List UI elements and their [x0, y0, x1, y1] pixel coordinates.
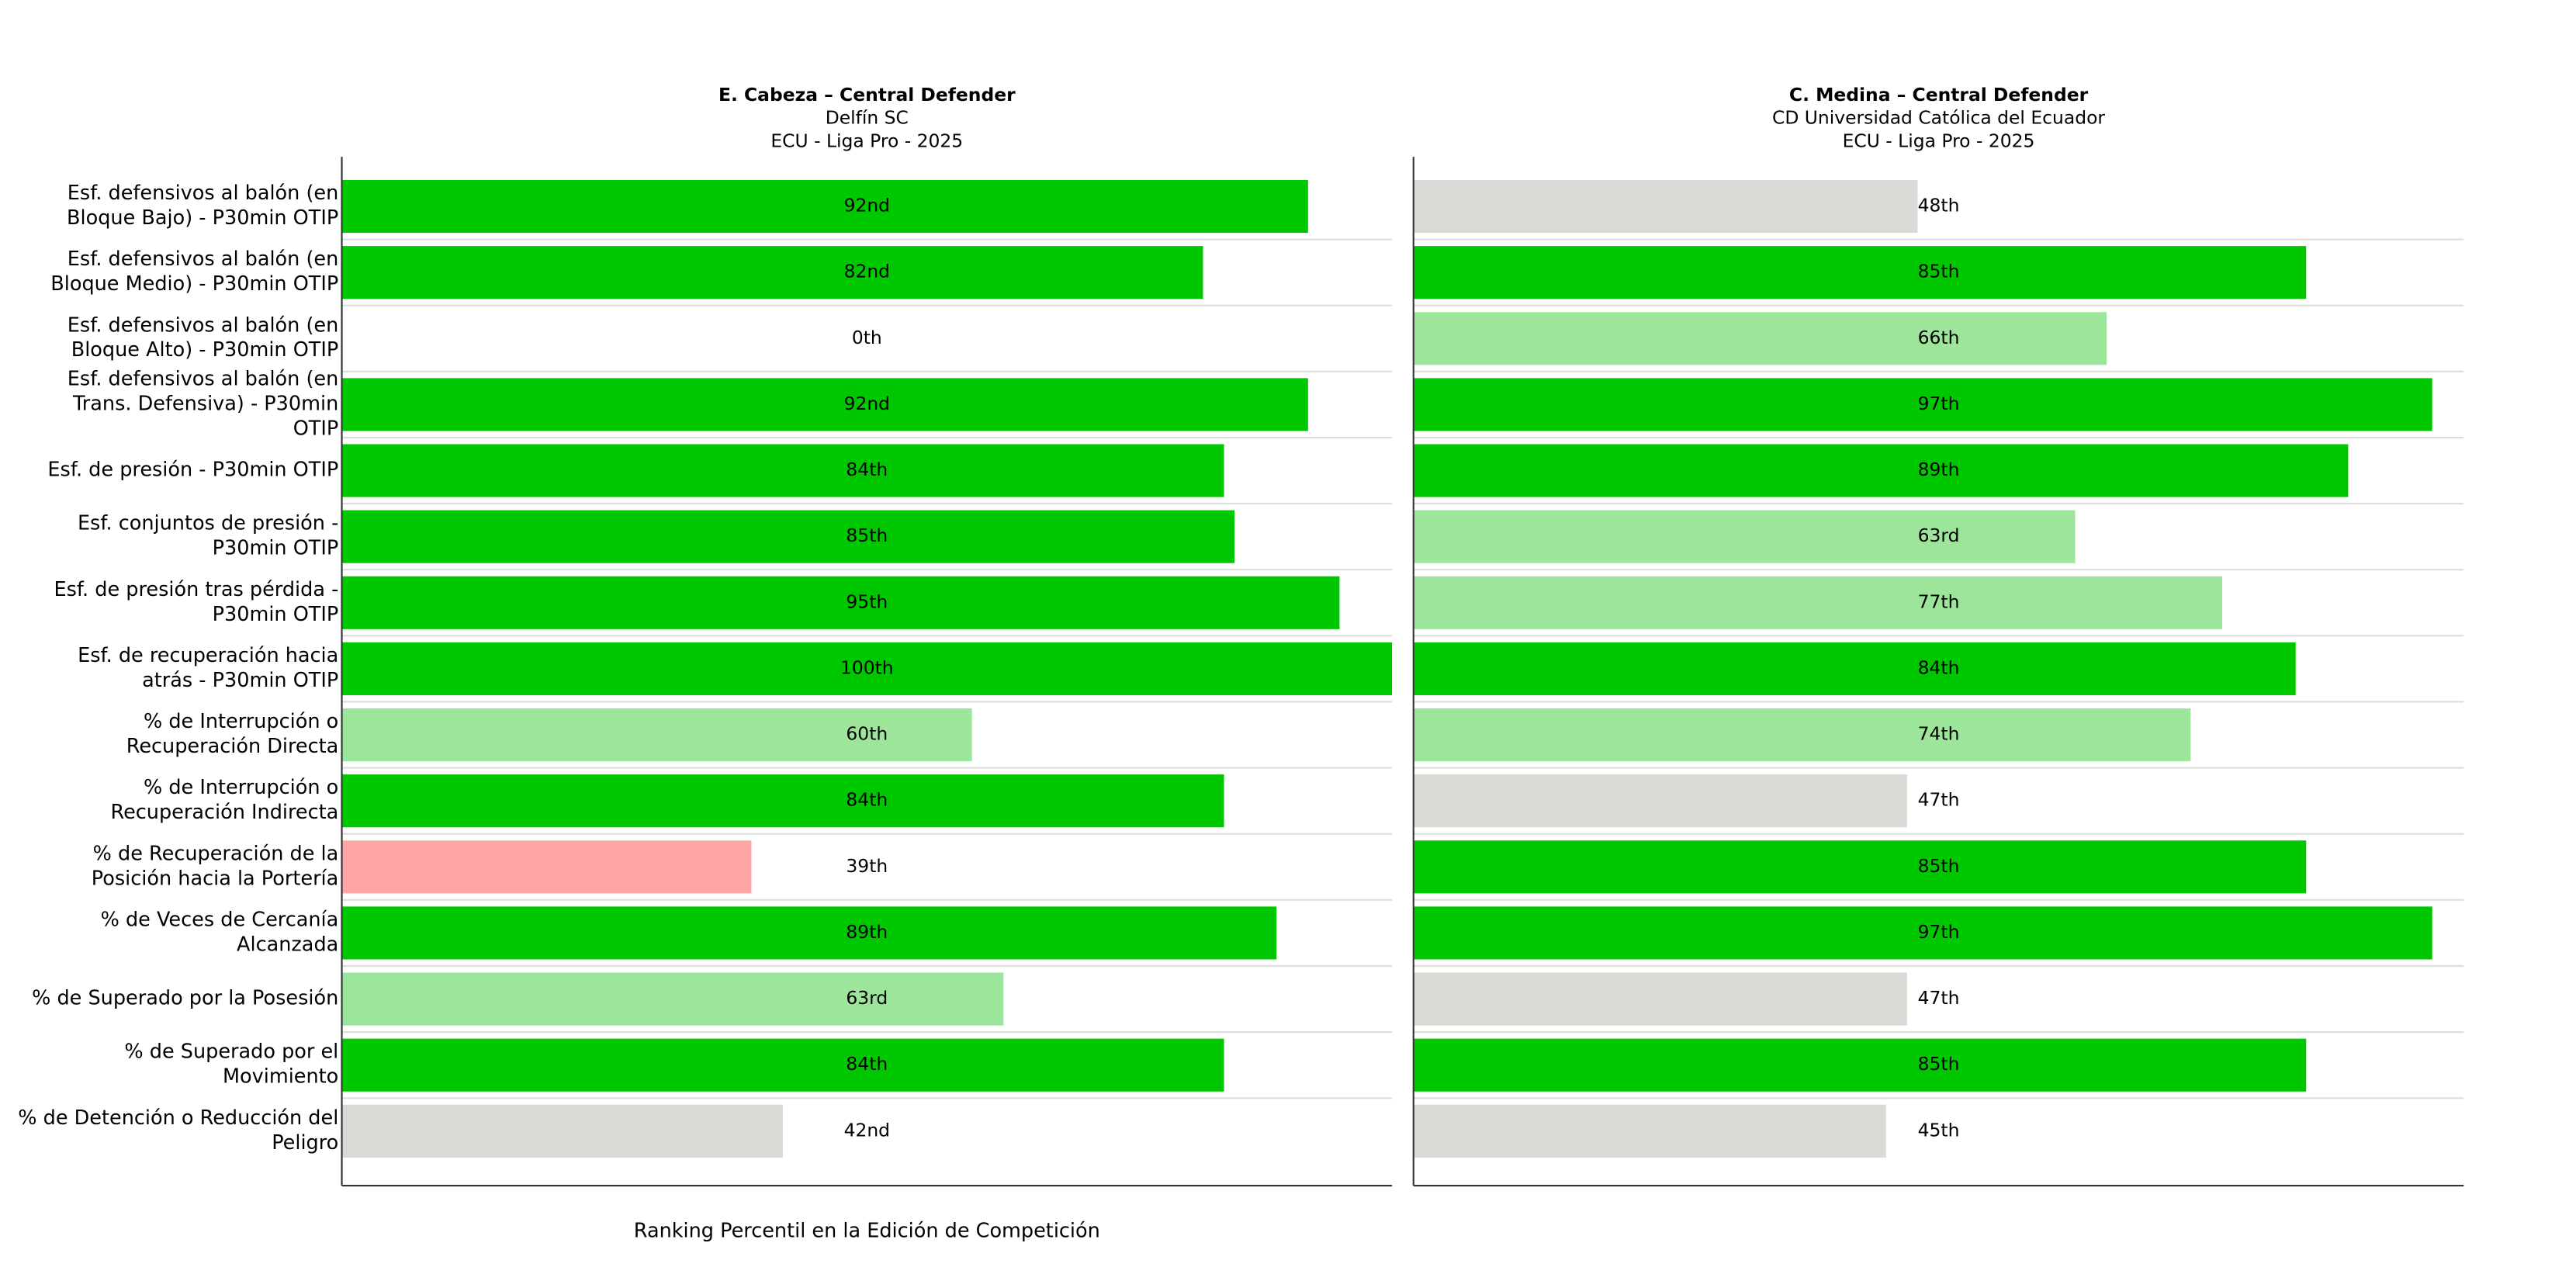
category-label: % de Interrupción o Recuperación Directa [126, 710, 339, 758]
value-label: 63rd [846, 987, 888, 1009]
bar [1413, 708, 2191, 762]
value-label: 47th [1918, 789, 1960, 811]
value-label: 60th [846, 723, 888, 745]
category-label: Esf. defensivos al balón (en Trans. Defen… [68, 367, 338, 440]
category-label: % de Superado por el Movimiento [124, 1040, 338, 1089]
bar [1413, 246, 2307, 299]
category-label: Esf. defensivos al balón (en Bloque Medio… [50, 248, 338, 296]
bar [1413, 1038, 2307, 1092]
bar [341, 444, 1224, 497]
value-label: 77th [1918, 590, 1960, 612]
bar [341, 972, 1004, 1026]
bar [341, 642, 1393, 695]
x-axis-label: Ranking Percentil en la Edición de Compe… [634, 1220, 1100, 1243]
value-label: 82nd [844, 261, 890, 282]
value-label: 45th [1918, 1119, 1960, 1141]
bar [341, 1104, 784, 1158]
chart-subtitle: ECU - Liga Pro - 2025 [1843, 130, 2035, 152]
category-label: Esf. defensivos al balón (en Bloque Alto)… [68, 313, 338, 362]
value-label: 92nd [844, 393, 890, 414]
value-label: 0th [852, 327, 882, 348]
category-label: % de Interrupción o Recuperación Indirect… [110, 776, 338, 824]
bar [1413, 642, 2296, 695]
value-label: 97th [1918, 393, 1960, 414]
value-label: 92nd [844, 195, 890, 216]
category-label: Esf. conjuntos de presión -P30min OTIP [78, 512, 338, 560]
category-label: Esf. de presión tras pérdida -P30min OTI… [54, 578, 339, 626]
bar [341, 510, 1235, 563]
value-label: 100th [840, 656, 894, 678]
bar [341, 246, 1203, 299]
bar [341, 774, 1224, 828]
category-label: % de Recuperación de la Posición hacia la… [92, 842, 338, 890]
category-label: % de Detención o Reducción del Peligro [18, 1106, 338, 1155]
chart-subtitle: CD Universidad Católica del Ecuador [1772, 107, 2105, 129]
value-label: 84th [846, 1053, 888, 1075]
value-label: 63rd [1918, 525, 1960, 546]
category-label: Esf. de presión - P30min OTIP [47, 459, 338, 482]
value-label: 84th [1918, 656, 1960, 678]
bar [341, 576, 1340, 629]
value-label: 42nd [844, 1119, 890, 1141]
bar [1413, 1104, 1886, 1158]
bar [1413, 510, 2076, 563]
category-label: % de Superado por la Posesión [32, 987, 338, 1010]
chart-subtitle: Delfín SC [826, 107, 909, 129]
chart-title: C. Medina – Central Defender [1789, 84, 2089, 106]
bar [341, 378, 1308, 431]
value-label: 85th [846, 525, 888, 546]
bar [1413, 312, 2107, 365]
category-label: Esf. de recuperación hacia atrás - P30min… [78, 644, 338, 692]
bar [341, 1038, 1224, 1092]
bar [1413, 972, 1907, 1026]
bar [341, 840, 752, 894]
bar [1413, 179, 1918, 234]
bar [341, 708, 972, 762]
value-label: 85th [1918, 1053, 1960, 1075]
bar [1413, 840, 2307, 894]
bar [1413, 378, 2432, 431]
value-label: 85th [1918, 855, 1960, 877]
value-label: 97th [1918, 921, 1960, 943]
bar [1413, 444, 2349, 497]
bar [1413, 774, 1907, 828]
bar [341, 179, 1308, 234]
chart-subtitle: ECU - Liga Pro - 2025 [770, 130, 963, 152]
value-label: 85th [1918, 261, 1960, 282]
value-label: 66th [1918, 327, 1960, 348]
value-label: 95th [846, 590, 888, 612]
bar [1413, 576, 2222, 629]
value-label: 74th [1918, 723, 1960, 745]
bar [341, 906, 1277, 960]
value-label: 39th [846, 855, 888, 877]
value-label: 48th [1918, 195, 1960, 216]
category-label: Esf. defensivos al balón (en Bloque Bajo)… [67, 182, 338, 230]
value-label: 47th [1918, 987, 1960, 1009]
value-label: 89th [1918, 459, 1960, 480]
value-label: 84th [846, 459, 888, 480]
value-label: 84th [846, 789, 888, 811]
bar [1413, 906, 2432, 960]
value-label: 89th [846, 921, 888, 943]
chart-title: E. Cabeza – Central Defender [718, 84, 1016, 106]
category-label: % de Veces de Cercanía Alcanzada [101, 908, 339, 956]
